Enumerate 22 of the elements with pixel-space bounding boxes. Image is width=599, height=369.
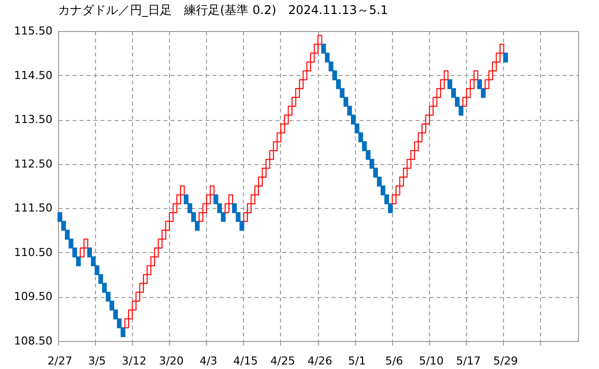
x-tick-label: 5/17: [456, 354, 481, 368]
y-tick-label: 108.50: [14, 334, 52, 348]
y-tick-label: 113.50: [14, 113, 52, 126]
x-tick-label: 5/10: [418, 354, 444, 368]
x-tick-label: 4/15: [233, 354, 258, 368]
x-tick-label: 5/29: [493, 354, 518, 368]
chart-title: カナダドル／円_日足 練行足(基準 0.2) 2024.11.13～5.1: [58, 3, 388, 17]
x-tick-label: 4/3: [200, 354, 218, 368]
x-tick-label: 3/12: [122, 354, 146, 368]
x-tick-label: 3/20: [158, 354, 184, 368]
x-tick-label: 2/27: [48, 354, 72, 368]
x-tick-label: 4/25: [270, 354, 296, 368]
y-tick-label: 114.50: [14, 68, 52, 82]
y-tick-label: 115.50: [14, 24, 52, 38]
x-tick-label: 4/26: [308, 354, 332, 368]
x-tick-label: 3/5: [88, 354, 106, 368]
x-tick-label: 5/1: [348, 354, 366, 368]
x-tick-label: 5/6: [385, 354, 403, 368]
y-tick-label: 110.50: [14, 246, 52, 259]
y-tick-label: 111.50: [14, 202, 52, 215]
y-tick-label: 112.50: [14, 157, 52, 170]
y-tick-label: 109.50: [14, 290, 52, 304]
